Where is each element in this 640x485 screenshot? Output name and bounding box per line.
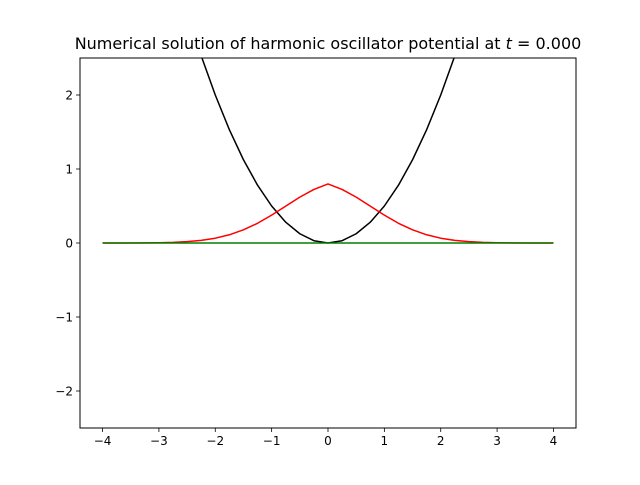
x-tick-label: 3 [493, 434, 501, 448]
chart-title-variable: t [506, 34, 513, 53]
y-tick-label: 1 [65, 163, 73, 177]
y-tick-label: −2 [55, 385, 73, 399]
x-tick-label: 0 [324, 434, 332, 448]
series-layer [102, 58, 554, 244]
y-tick-label: 2 [65, 89, 73, 103]
x-tick-label: −4 [94, 434, 112, 448]
y-tick-label: −1 [55, 311, 73, 325]
x-tick-label: 1 [381, 434, 389, 448]
x-tick-label: 2 [437, 434, 445, 448]
x-tick-label: −3 [150, 434, 168, 448]
chart-title-main: Numerical solution of harmonic oscillato… [75, 34, 506, 53]
chart-title-value: = 0.000 [512, 34, 581, 53]
x-tick-label: −2 [206, 434, 224, 448]
x-tick-label: 4 [550, 434, 558, 448]
x-axis: −4 −3 −2 −1 0 1 2 3 4 [94, 428, 558, 448]
chart-title: Numerical solution of harmonic oscillato… [75, 34, 582, 53]
y-axis: −2 −1 0 1 2 [55, 89, 80, 399]
series-line-1 [102, 183, 554, 244]
x-tick-label: −1 [263, 434, 281, 448]
y-tick-label: 0 [65, 237, 73, 251]
